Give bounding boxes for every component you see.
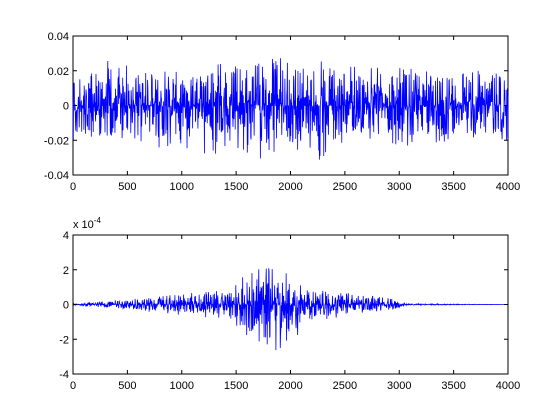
x-tick-label: 3500 bbox=[441, 380, 465, 392]
top-subplot: 0 500 1000 1500 2000 2500 3000 3500 4000 -0.04 -0.… bbox=[44, 31, 520, 193]
x-tick-label: 1000 bbox=[170, 380, 194, 392]
x-tick-label: 3500 bbox=[441, 181, 465, 193]
bottom-signal-line bbox=[72, 268, 508, 351]
x-tick-label: 0 bbox=[70, 181, 76, 193]
bottom-ticks: 0 500 1000 1500 2000 2500 3000 3500 4000 -4 -2 0 2 4 bbox=[59, 230, 520, 392]
x-tick-label: 1500 bbox=[224, 181, 248, 193]
y-tick-label: 2 bbox=[63, 265, 69, 277]
y-tick-label: 0.02 bbox=[48, 66, 69, 78]
x-tick-label: 4000 bbox=[496, 181, 520, 193]
y-tick-label: 4 bbox=[63, 230, 69, 242]
x-tick-label: 2500 bbox=[333, 380, 357, 392]
top-ticks: 0 500 1000 1500 2000 2500 3000 3500 4000 -0.04 -0.… bbox=[44, 31, 520, 193]
y-tick-label: -0.04 bbox=[44, 170, 69, 182]
y-tick-label: -4 bbox=[59, 369, 69, 381]
y-tick-label: 0 bbox=[63, 101, 69, 113]
x-tick-label: 3000 bbox=[387, 380, 411, 392]
x-tick-label: 3000 bbox=[387, 181, 411, 193]
x-tick-label: 1500 bbox=[224, 380, 248, 392]
x-tick-label: 2000 bbox=[278, 181, 302, 193]
y-tick-label: -2 bbox=[59, 334, 69, 346]
x-tick-label: 0 bbox=[70, 380, 76, 392]
y-tick-label: -0.02 bbox=[44, 135, 69, 147]
x-tick-label: 1000 bbox=[170, 181, 194, 193]
x-tick-label: 500 bbox=[118, 181, 136, 193]
bottom-y-scale-label: x 10-4 bbox=[73, 216, 101, 231]
x-tick-label: 2500 bbox=[333, 181, 357, 193]
bottom-subplot: 0 500 1000 1500 2000 2500 3000 3500 4000-4-2024 … bbox=[59, 216, 520, 392]
x-tick-label: 4000 bbox=[496, 380, 520, 392]
y-tick-label: 0.04 bbox=[48, 31, 69, 43]
x-tick-label: 500 bbox=[118, 380, 136, 392]
y-tick-label: 0 bbox=[63, 300, 69, 312]
x-tick-label: 2000 bbox=[278, 380, 302, 392]
top-signal-line bbox=[72, 58, 509, 160]
